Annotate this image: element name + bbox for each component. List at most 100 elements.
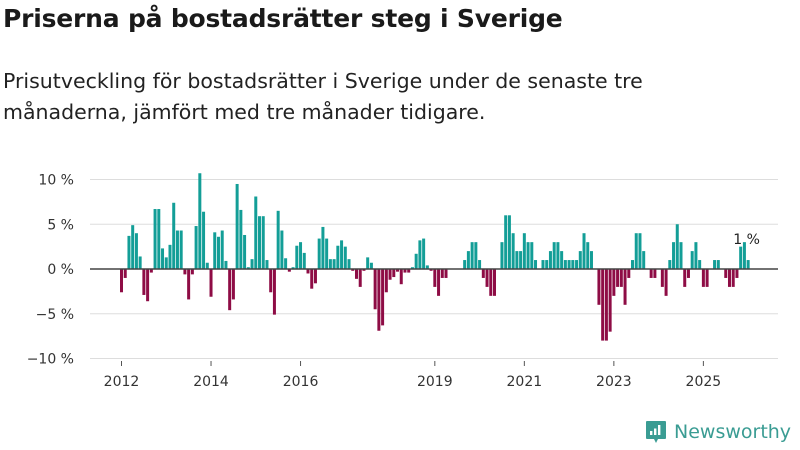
bar (642, 251, 646, 269)
bar (123, 269, 127, 278)
bar-chart: 10 % 5 % 0 % −5 % −10 % 2012 2014 2016 2019 2021… (27, 173, 778, 390)
bar (179, 230, 183, 269)
bar (690, 251, 694, 269)
bar (347, 259, 351, 269)
bar (216, 236, 220, 269)
bar (735, 269, 739, 278)
bar-chart-badge-icon (646, 421, 666, 443)
bar (686, 269, 690, 278)
chart-subtitle: Prisutveckling för bostadsrätter i Sveri… (3, 69, 643, 124)
bar (138, 256, 142, 269)
bar (407, 269, 411, 273)
bar (634, 233, 638, 269)
bar (683, 269, 687, 287)
bar (146, 269, 150, 302)
bar (601, 269, 605, 341)
bar (567, 260, 571, 269)
bar (548, 251, 552, 269)
bar (649, 269, 653, 278)
bar (500, 242, 504, 269)
bar (306, 269, 310, 274)
bar (321, 226, 325, 269)
bar (545, 260, 549, 269)
bar (698, 260, 702, 269)
bar (511, 233, 515, 269)
bar (582, 233, 586, 269)
bar (731, 269, 735, 287)
bar (280, 230, 284, 269)
bar (616, 269, 620, 287)
bar (668, 260, 672, 269)
bar (522, 233, 526, 269)
bar (228, 269, 232, 311)
bar (317, 238, 321, 269)
bar (161, 248, 165, 269)
bar (269, 269, 273, 293)
bar (399, 269, 403, 285)
bars (120, 173, 750, 341)
bar (202, 211, 206, 269)
bar (608, 269, 612, 332)
bar (381, 269, 385, 326)
bar (127, 235, 131, 269)
bar (157, 209, 161, 269)
bar (466, 251, 470, 269)
bar (134, 233, 138, 269)
bar (220, 230, 224, 269)
bar (507, 215, 511, 269)
bar (209, 269, 213, 297)
bar (164, 257, 168, 269)
y-tick-label: 5 % (47, 217, 74, 233)
bar (701, 269, 705, 287)
bar (284, 258, 288, 269)
bar (235, 183, 239, 269)
bar (198, 173, 202, 269)
bar (631, 260, 635, 269)
bar (627, 269, 631, 278)
x-tick-label: 2012 (104, 374, 140, 390)
x-tick-label: 2019 (417, 374, 453, 390)
bar (478, 260, 482, 269)
bar (571, 260, 575, 269)
bar (172, 202, 176, 269)
bar (433, 269, 437, 287)
bar (474, 242, 478, 269)
bar (310, 269, 314, 289)
bar (258, 216, 262, 269)
bar (653, 269, 657, 278)
bar (392, 269, 396, 278)
bar (560, 251, 564, 269)
bar (343, 246, 347, 270)
bar (291, 267, 295, 269)
y-tick-label: 10 % (38, 173, 74, 189)
y-axis-labels: 10 % 5 % 0 % −5 % −10 % (27, 173, 74, 368)
bar (295, 245, 299, 269)
bar (578, 251, 582, 269)
bar (142, 269, 146, 295)
bar (481, 269, 485, 278)
bar (205, 262, 209, 269)
bar (493, 269, 496, 296)
bar (623, 269, 627, 305)
bar (254, 196, 258, 269)
bar (485, 269, 489, 287)
bar (190, 269, 194, 275)
bar (418, 240, 422, 269)
bar (422, 238, 426, 269)
bar (739, 246, 743, 270)
bar (396, 269, 400, 272)
bar (556, 242, 560, 269)
bar (149, 269, 153, 273)
bar (224, 260, 228, 269)
bar (694, 242, 698, 269)
bar (231, 269, 235, 300)
bar (727, 269, 731, 287)
bar (377, 269, 381, 331)
newsworthy-logo[interactable]: Newsworthy (645, 420, 791, 444)
bar (183, 269, 187, 275)
bar (534, 260, 538, 269)
x-axis: 2012 2014 2016 2019 2021 2023 2025 (104, 361, 721, 390)
bar (328, 259, 332, 269)
bar (373, 269, 377, 310)
bar (351, 269, 355, 271)
